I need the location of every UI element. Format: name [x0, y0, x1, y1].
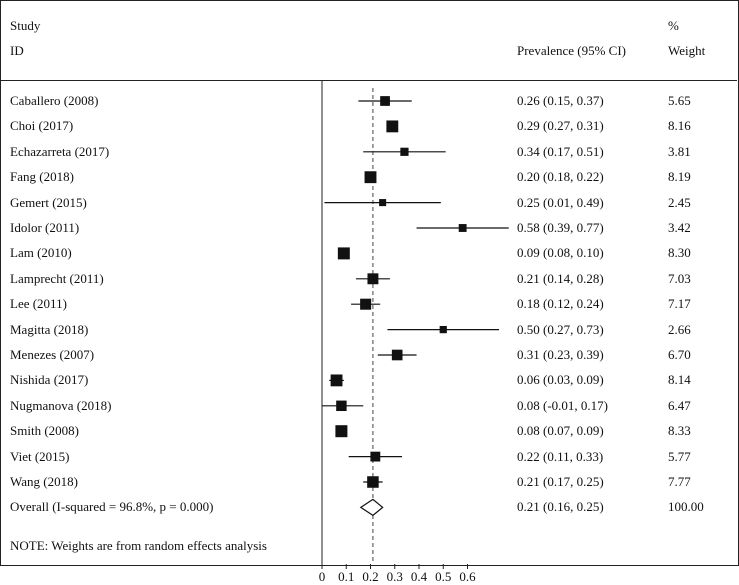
x-tick-label: 0: [319, 569, 326, 584]
study-marker: [367, 273, 379, 285]
study-ci-text: 0.20 (0.18, 0.22): [517, 169, 604, 185]
study-weight-text: 2.66: [668, 321, 691, 337]
study-label: Caballero (2008): [10, 93, 99, 108]
study-weight-text: 5.65: [668, 93, 691, 108]
header-divider: [0, 80, 737, 81]
study-marker: [379, 199, 387, 207]
study-ci-text: 0.08 (0.07, 0.09): [517, 423, 604, 439]
x-tick-label: 0.5: [435, 569, 451, 584]
study-label: Gemert (2015): [10, 194, 87, 210]
study-label: Menezes (2007): [10, 347, 95, 362]
study-ci-text: 0.21 (0.17, 0.25): [517, 474, 604, 489]
study-weight-text: 6.70: [668, 347, 691, 362]
study-ci-text: 0.29 (0.27, 0.31): [517, 118, 604, 134]
study-marker: [364, 171, 377, 184]
study-label: Lam (2010): [10, 245, 72, 261]
overall-ci-text: 0.21 (0.16, 0.25): [517, 499, 604, 515]
x-tick-label: 0.3: [387, 569, 403, 584]
study-label: Lee (2011): [10, 296, 67, 312]
study-label: Fang (2018): [10, 169, 74, 185]
study-ci-text: 0.09 (0.08, 0.10): [517, 245, 604, 261]
estimate-header: Prevalence (95% CI): [517, 43, 627, 58]
study-weight-text: 7.03: [668, 270, 691, 286]
study-ci-text: 0.34 (0.17, 0.51): [517, 143, 604, 159]
weight-header: Weight: [668, 43, 706, 58]
study-marker: [360, 298, 372, 310]
study-ci-text: 0.25 (0.01, 0.49): [517, 194, 604, 210]
study-label: Wang (2018): [10, 474, 78, 489]
study-label: Viet (2015): [10, 448, 70, 464]
overall-label: Overall (I-squared = 96.8%, p = 0.000): [10, 499, 214, 515]
study-ci-text: 0.50 (0.27, 0.73): [517, 321, 604, 337]
study-ci-text: 0.21 (0.14, 0.28): [517, 270, 604, 286]
study-ci-text: 0.26 (0.15, 0.37): [517, 93, 604, 108]
study-header: Study: [10, 18, 41, 33]
study-marker: [439, 325, 447, 334]
note-text: NOTE: Weights are from random effects an…: [10, 538, 267, 553]
study-marker: [336, 400, 347, 412]
study-label: Lamprecht (2011): [10, 270, 104, 286]
x-tick-label: 0.2: [362, 569, 378, 584]
study-marker: [400, 147, 409, 156]
study-label: Echazarreta (2017): [10, 143, 110, 159]
study-ci-text: 0.58 (0.39, 0.77): [517, 220, 604, 235]
study-marker: [458, 224, 467, 232]
study-weight-text: 7.77: [668, 474, 691, 489]
study-marker: [386, 120, 399, 133]
study-label: Magitta (2018): [10, 321, 89, 337]
x-tick-label: 0.4: [411, 569, 428, 584]
overall-diamond: [359, 498, 384, 517]
study-ci-text: 0.22 (0.11, 0.33): [517, 448, 604, 464]
study-marker: [335, 425, 348, 438]
overall-weight-text: 100.00: [668, 499, 704, 515]
study-weight-text: 8.19: [668, 169, 691, 185]
study-marker: [370, 451, 381, 462]
study-weight-text: 3.81: [668, 143, 691, 159]
study-weight-text: 6.47: [668, 397, 691, 413]
study-ci-text: 0.31 (0.23, 0.39): [517, 347, 604, 362]
study-weight-text: 8.14: [668, 372, 691, 388]
study-weight-text: 8.16: [668, 118, 691, 134]
id-header: ID: [10, 43, 24, 58]
weight-percent-header: %: [668, 18, 679, 33]
study-marker: [367, 476, 379, 488]
study-marker: [380, 96, 390, 106]
study-label: Choi (2017): [10, 118, 74, 134]
study-weight-text: 7.17: [668, 296, 691, 312]
study-marker: [330, 374, 343, 387]
study-label: Idolor (2011): [10, 220, 80, 235]
study-weight-text: 5.77: [668, 448, 691, 464]
x-tick-label: 0.1: [338, 569, 354, 584]
study-weight-text: 8.30: [668, 245, 691, 261]
x-tick-label: 0.6: [459, 569, 476, 584]
study-marker: [337, 247, 350, 260]
study-label: Nishida (2017): [10, 372, 89, 388]
study-label: Smith (2008): [10, 423, 79, 439]
study-ci-text: 0.18 (0.12, 0.24): [517, 296, 604, 312]
study-label: Nugmanova (2018): [10, 397, 112, 413]
study-ci-text: 0.06 (0.03, 0.09): [517, 372, 604, 388]
study-weight-text: 2.45: [668, 194, 691, 210]
study-ci-text: 0.08 (-0.01, 0.17): [517, 397, 608, 413]
study-marker: [391, 349, 403, 361]
study-weight-text: 8.33: [668, 423, 691, 439]
study-weight-text: 3.42: [668, 220, 691, 235]
